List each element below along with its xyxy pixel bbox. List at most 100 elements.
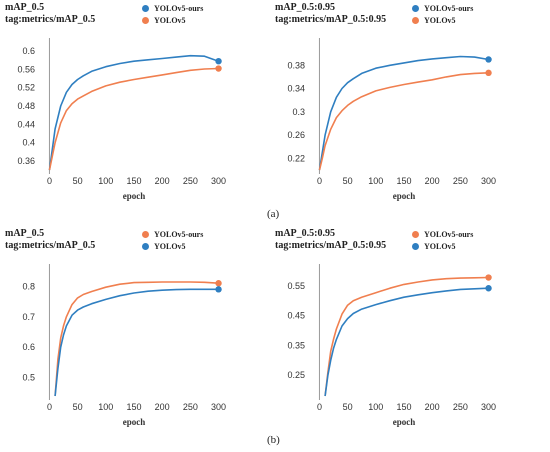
x-tick-label: 200: [155, 176, 170, 186]
figure-caption-a: (a): [267, 208, 280, 220]
series-end-marker: [215, 58, 222, 65]
x-axis-label: epoch: [123, 417, 146, 427]
legend-label: YOLOv5-ours: [424, 229, 474, 239]
figure-caption-b: (b): [267, 434, 280, 446]
legend-swatch: [142, 230, 149, 238]
x-tick-label: 100: [368, 402, 383, 412]
y-tick-label: 0.48: [17, 101, 35, 111]
legend-item: YOLOv5-ours: [412, 2, 525, 14]
x-tick-label: 300: [211, 176, 226, 186]
legend-label: YOLOv5: [424, 241, 456, 251]
chart-subtitle: tag:metrics/mAP_0.5:0.95: [275, 14, 387, 25]
chart-title: mAP_0.5:0.95: [275, 2, 335, 13]
series-line: [48, 54, 219, 171]
x-tick-label: 250: [183, 176, 198, 186]
y-tick-label: 0.52: [17, 83, 35, 93]
x-axis-label: epoch: [393, 417, 416, 427]
x-tick-label: 50: [73, 402, 83, 412]
series-line: [318, 55, 489, 171]
y-tick-label: 0.3: [292, 107, 305, 117]
legend: YOLOv5-ours YOLOv5: [412, 228, 525, 252]
y-tick-label: 0.56: [17, 64, 35, 74]
legend-item: YOLOv5: [142, 240, 255, 252]
x-axis-label: epoch: [393, 191, 416, 201]
legend-item: YOLOv5-ours: [412, 228, 525, 240]
chart-subtitle: tag:metrics/mAP_0.5: [5, 14, 96, 25]
legend-item: YOLOv5: [412, 240, 525, 252]
x-tick-label: 300: [481, 176, 496, 186]
legend: YOLOv5-ours YOLOv5: [412, 2, 525, 26]
legend-swatch: [412, 242, 419, 250]
plot-area: 0.25 0.35 0.45 0.55 0 50 100 150 200 250 300 epoch: [287, 264, 496, 427]
x-tick-label: 150: [126, 176, 141, 186]
legend-item: YOLOv5: [142, 14, 255, 26]
chart-subtitle: tag:metrics/mAP_0.5: [5, 240, 96, 251]
series-line: [54, 281, 219, 397]
x-tick-label: 0: [317, 176, 322, 186]
series-end-marker: [215, 286, 222, 293]
x-tick-label: 50: [343, 176, 353, 186]
chart-title: mAP_0.5: [5, 2, 45, 13]
x-tick-label: 250: [453, 402, 468, 412]
legend-swatch: [412, 4, 419, 12]
chart-panel-b-map05: mAP_0.5 tag:metrics/mAP_0.5 YOLOv5-ours …: [5, 228, 255, 427]
x-tick-label: 0: [317, 402, 322, 412]
x-axis-label: epoch: [123, 191, 146, 201]
y-tick-label: 0.38: [287, 60, 305, 70]
series-end-marker: [485, 285, 492, 292]
series-end-marker: [215, 65, 222, 72]
legend-label: YOLOv5-ours: [154, 3, 204, 13]
series-line: [54, 288, 219, 397]
legend-swatch: [412, 16, 419, 24]
y-tick-label: 0.26: [287, 130, 305, 140]
x-tick-label: 250: [453, 176, 468, 186]
series-line: [324, 287, 489, 397]
series-end-marker: [485, 69, 492, 77]
series-end-marker: [215, 280, 222, 287]
chart-panel-a-map05: mAP_0.5 tag:metrics/mAP_0.5 YOLOv5-ours …: [5, 2, 255, 201]
series-line: [48, 67, 219, 171]
chart-subtitle: tag:metrics/mAP_0.5:0.95: [275, 240, 387, 251]
y-tick-label: 0.34: [287, 84, 305, 94]
legend: YOLOv5-ours YOLOv5: [142, 2, 255, 26]
x-tick-label: 300: [211, 402, 226, 412]
legend-item: YOLOv5: [412, 14, 525, 26]
legend-label: YOLOv5: [154, 241, 186, 251]
series-end-marker: [485, 274, 492, 281]
x-tick-label: 150: [396, 402, 411, 412]
y-tick-label: 0.5: [22, 373, 35, 383]
y-tick-label: 0.4: [22, 138, 35, 148]
chart-title: mAP_0.5:0.95: [275, 228, 335, 239]
x-tick-label: 300: [481, 402, 496, 412]
legend: YOLOv5-ours YOLOv5: [142, 228, 255, 252]
chart-title: mAP_0.5: [5, 228, 45, 239]
x-tick-label: 150: [396, 176, 411, 186]
y-tick-label: 0.6: [22, 46, 35, 56]
y-tick-label: 0.22: [287, 153, 305, 163]
legend-item: YOLOv5-ours: [142, 228, 255, 240]
x-tick-label: 0: [47, 176, 52, 186]
legend-swatch: [142, 242, 149, 250]
legend-label: YOLOv5: [424, 15, 456, 25]
legend-swatch: [412, 230, 419, 238]
y-tick-label: 0.45: [287, 311, 305, 321]
x-tick-label: 150: [126, 402, 141, 412]
y-tick-label: 0.35: [287, 340, 305, 350]
y-tick-label: 0.8: [22, 281, 35, 291]
x-tick-label: 100: [368, 176, 383, 186]
x-tick-label: 250: [183, 402, 198, 412]
x-tick-label: 200: [425, 176, 440, 186]
x-tick-label: 200: [425, 402, 440, 412]
chart-panel-b-map0595: mAP_0.5:0.95 tag:metrics/mAP_0.5:0.95 YO…: [275, 228, 525, 427]
legend-swatch: [142, 4, 149, 12]
x-tick-label: 0: [47, 402, 52, 412]
x-tick-label: 100: [98, 402, 113, 412]
legend-label: YOLOv5-ours: [424, 3, 474, 13]
x-tick-label: 50: [343, 402, 353, 412]
x-tick-label: 100: [98, 176, 113, 186]
legend-label: YOLOv5-ours: [154, 229, 204, 239]
legend-label: YOLOv5: [154, 15, 186, 25]
x-tick-label: 50: [73, 176, 83, 186]
chart-panel-a-map0595: mAP_0.5:0.95 tag:metrics/mAP_0.5:0.95 YO…: [275, 2, 525, 201]
plot-area: 0.36 0.4 0.44 0.48 0.52 0.56 0.6 0 50 100 150 200 25…: [17, 38, 226, 201]
